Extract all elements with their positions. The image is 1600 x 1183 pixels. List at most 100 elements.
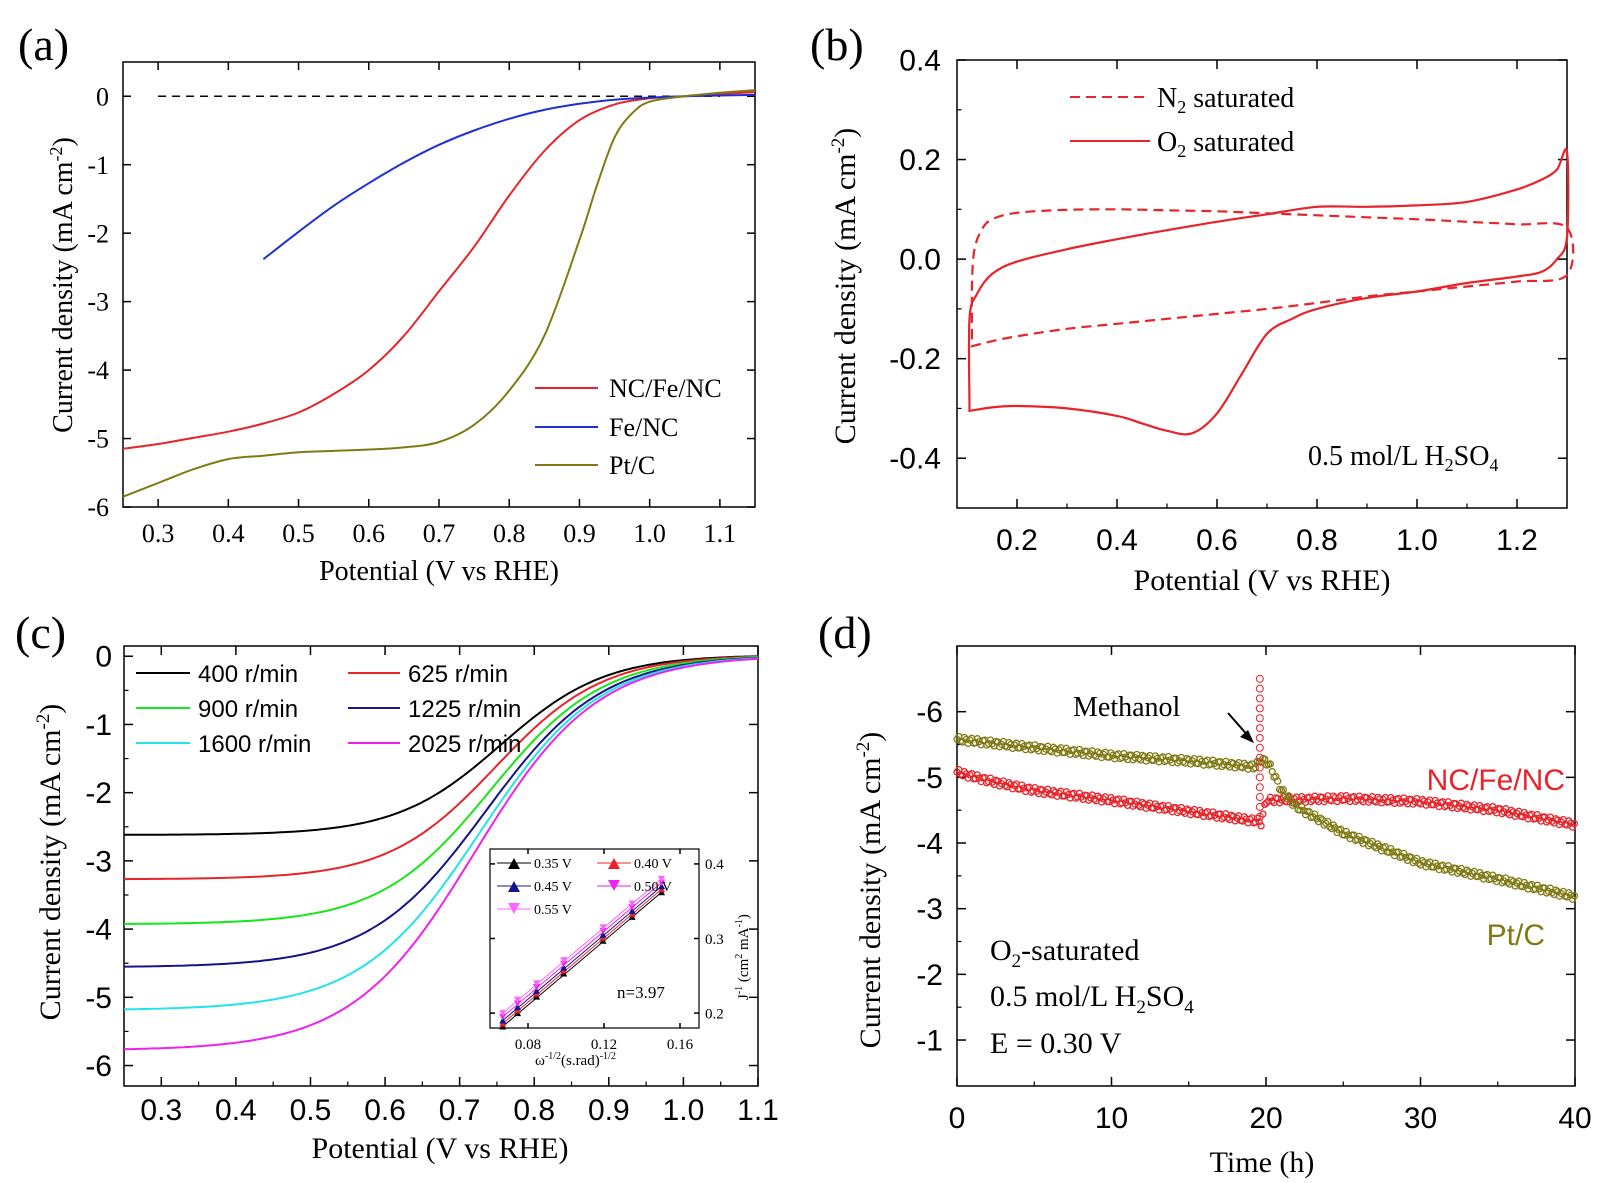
data-point: [1266, 760, 1274, 768]
y-tick-label: -4: [85, 914, 112, 947]
data-point: [1298, 803, 1306, 811]
inset-ylabel: J-1 (cm2 mA-1): [734, 914, 752, 1000]
series-line-ptc: [122, 89, 756, 498]
panel-c-ylabel: Current density (mA cm-2): [33, 704, 67, 1021]
y-tick-label: -2: [85, 777, 112, 810]
y-tick-label: -4: [87, 356, 109, 385]
data-point: [1049, 786, 1058, 795]
x-tick-label: 0.8: [493, 519, 526, 548]
inset-fit-line: [502, 888, 662, 1024]
x-tick-label: 0.12: [591, 1037, 617, 1053]
spike-point: [1255, 724, 1264, 733]
spike-point: [1255, 793, 1264, 802]
panel-b-plot-area: [967, 148, 1575, 436]
series-lsv-1600: [123, 657, 759, 1011]
panel-b-frame: [956, 59, 1568, 509]
data-point: [1340, 831, 1349, 839]
panel-d-methanol-label: Methanol: [1073, 692, 1181, 723]
spike-point: [1255, 783, 1264, 792]
data-point: [1385, 848, 1393, 856]
spike-point: [1255, 812, 1264, 821]
series-cv-o2: [967, 148, 1570, 436]
panel-a-plot-area: [122, 89, 756, 498]
data-point: [1279, 785, 1287, 794]
panel-b: (b) 0.2 0.4 0.6 0.8 1.0 1.20.40.20.0-0.2-0.4 …: [810, 19, 1575, 597]
x-tick-label: 0.9: [563, 519, 596, 548]
panel-c-xlabel: Potential (V vs RHE): [312, 1132, 569, 1165]
panel-c-inset: 0.08 0.12 0.16 0.2 0.3 0.4 ω-1/2(s.rad)-1/2 J…: [489, 848, 752, 1069]
y-tick-label: -2: [87, 219, 109, 248]
data-point: [1255, 818, 1263, 826]
spike-point: [1255, 714, 1264, 723]
panel-d-label: (d): [818, 607, 872, 658]
panel-d-condition-gas: O2-saturated: [990, 934, 1139, 972]
x-tick-label: 0.8: [1296, 524, 1338, 557]
y-tick-label: 0.3: [705, 932, 724, 948]
y-tick-label: 0: [95, 641, 112, 674]
inset-legend-050: 0.50 V: [597, 880, 672, 895]
spike-point: [1255, 763, 1264, 772]
data-point: [1463, 866, 1471, 874]
x-tick-label: 0.4: [212, 519, 245, 548]
panel-c: (c) 0.3 0.4 0.5 0.6 0.7 0.8 0.9 1.0 1.1 0 -1 -2 -3 -4…: [15, 607, 779, 1165]
panel-a-ticks: 0.3 0.4 0.5 0.6 0.7 0.8 0.9 1.0 1.1 0 -1 -2 -3 -4 -5 -6: [87, 62, 755, 548]
series-lsv-900: [124, 656, 759, 925]
data-point: [1251, 818, 1260, 826]
x-tick-label: 0.16: [667, 1037, 694, 1053]
inset-legend-label-045: 0.45 V: [534, 880, 572, 895]
legend-c-label-1225: 1225 r/min: [408, 696, 521, 723]
data-point: [1418, 857, 1427, 865]
series-lsv-400: [123, 655, 759, 836]
inset-legend-marker-035: [508, 858, 520, 869]
panel-b-ylabel: Current density (mA cm-2): [828, 128, 862, 445]
spike-point: [1255, 743, 1264, 752]
series-lsv-2025: [123, 657, 759, 1051]
data-point: [1531, 885, 1540, 893]
x-tick-label: 1.0: [633, 519, 666, 548]
panel-d-frame: [956, 645, 1576, 1087]
y-tick-label: -1: [85, 709, 112, 742]
legend-a-label-ptc: Pt/C: [609, 451, 655, 480]
data-point: [1327, 824, 1336, 833]
inset-point: [628, 900, 636, 907]
data-point: [1568, 823, 1577, 831]
series-line-fenc: [262, 93, 756, 260]
inset-legend-label-055: 0.55 V: [534, 903, 572, 918]
legend-b-label-o2: O2 saturated: [1157, 127, 1294, 161]
x-tick-label: 0: [949, 1102, 966, 1135]
x-tick-label: 0.8: [513, 1094, 555, 1127]
data-point: [1257, 822, 1265, 830]
inset-n-value: n=3.97: [617, 983, 665, 1002]
x-tick-label: 1.0: [663, 1094, 705, 1127]
y-tick-label: 0.4: [899, 45, 941, 78]
data-point: [1251, 764, 1260, 772]
data-point: [1567, 891, 1575, 899]
x-tick-label: 1.0: [1396, 524, 1438, 557]
x-tick-label: 0.6: [364, 1094, 406, 1127]
x-tick-label: 20: [1249, 1102, 1282, 1135]
x-tick-label: 0.9: [588, 1094, 630, 1127]
spike-point: [1255, 773, 1264, 782]
y-tick-label: -3: [916, 893, 943, 926]
inset-legend-marker-045: [508, 881, 520, 892]
data-point: [966, 771, 974, 779]
x-tick-label: 0.6: [353, 519, 386, 548]
x-tick-label: 40: [1558, 1102, 1591, 1135]
data-point: [1531, 814, 1540, 823]
panel-c-ticks: 0.3 0.4 0.5 0.6 0.7 0.8 0.9 1.0 1.1 0 -1 -2 -3 -4 -5 -6: [85, 641, 779, 1127]
spike-point: [1255, 802, 1264, 811]
inset-legend-045: 0.45 V: [497, 880, 572, 895]
legend-c-label-1600: 1600 r/min: [198, 731, 311, 758]
data-point: [1487, 875, 1495, 883]
y-tick-label: -3: [87, 288, 109, 317]
panel-c-legend: 400 r/min 625 r/min 900 r/min 1225 r/min…: [136, 661, 521, 758]
inset-ticks: 0.08 0.12 0.16 0.2 0.3 0.4: [490, 849, 724, 1053]
panel-a-legend: NC/Fe/NC Fe/NC Pt/C: [535, 374, 722, 480]
x-tick-label: 0.4: [215, 1094, 257, 1127]
inset-xlabel: ω-1/2(s.rad)-1/2: [535, 1051, 616, 1069]
y-tick-label: 0.0: [899, 244, 941, 277]
panel-d-label-ptc: Pt/C: [1487, 919, 1545, 952]
data-point: [1400, 849, 1408, 858]
x-tick-label: 0.5: [290, 1094, 332, 1127]
panel-b-label: (b): [810, 19, 864, 70]
